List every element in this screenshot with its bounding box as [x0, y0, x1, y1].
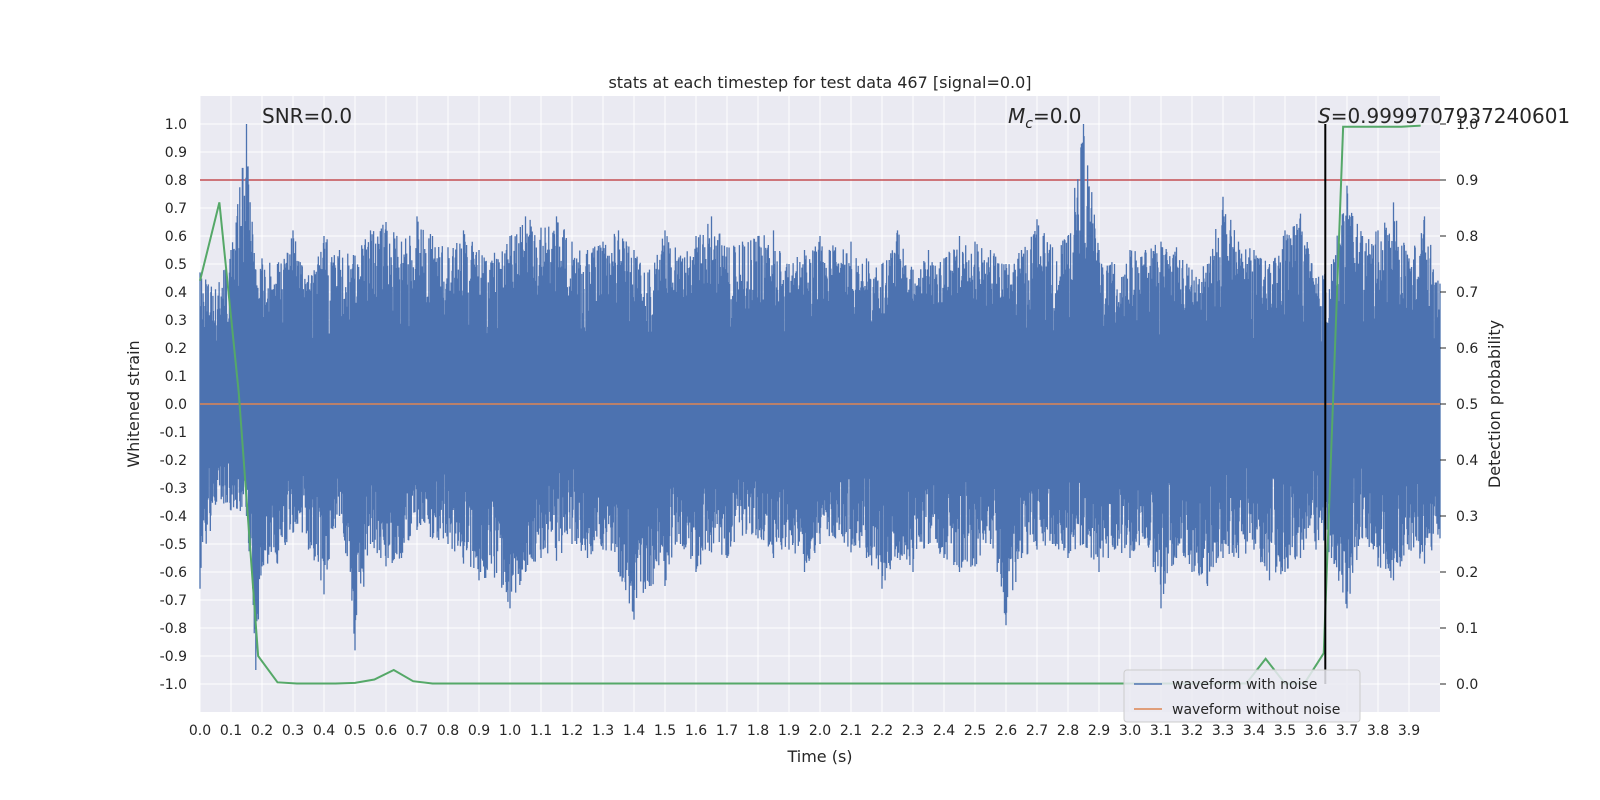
x-tick-label: 0.8 [437, 723, 459, 739]
x-tick-label: 3.6 [1305, 723, 1327, 739]
y-tick-label: 1.0 [165, 117, 187, 133]
y-tick-label: -0.6 [160, 565, 187, 581]
x-tick-label: 2.0 [809, 723, 831, 739]
right-tick-label: 0.3 [1456, 509, 1478, 525]
x-tick-label: 2.4 [933, 723, 955, 739]
snr-annotation: SNR=0.0 [262, 104, 352, 128]
x-tick-label: 3.5 [1274, 723, 1296, 739]
y-tick-label: -0.7 [160, 593, 187, 609]
series-waveform-with-noise [199, 124, 1441, 670]
right-axis-ticks: 1.0 0.9 0.8 0.7 0.6 0.5 0.4 0.3 0.2 0.1 0.0 [1440, 117, 1478, 693]
x-tick-label: 1.7 [716, 723, 738, 739]
mc-value: =0.0 [1033, 104, 1082, 128]
y-tick-label: 0.2 [165, 341, 187, 357]
y-tick-label: -0.3 [160, 481, 187, 497]
x-tick-label: 3.8 [1367, 723, 1389, 739]
x-tick-label: 3.4 [1243, 723, 1265, 739]
y-tick-label: -0.9 [160, 649, 187, 665]
x-tick-label: 1.5 [654, 723, 676, 739]
y-tick-label: 0.7 [165, 201, 187, 217]
x-tick-label: 2.6 [995, 723, 1017, 739]
x-tick-label: 0.3 [282, 723, 304, 739]
s-symbol: S [1318, 104, 1331, 128]
x-tick-label: 1.8 [747, 723, 769, 739]
x-tick-label: 3.3 [1212, 723, 1234, 739]
legend: waveform with noise waveform without noi… [1123, 669, 1361, 723]
x-tick-label: 0.2 [251, 723, 273, 739]
x-tick-label: 1.1 [530, 723, 552, 739]
x-tick-label: 3.7 [1336, 723, 1358, 739]
right-tick-label: 0.4 [1456, 453, 1478, 469]
y-tick-label: 0.1 [165, 369, 187, 385]
y-axis-label: Whitened strain [124, 340, 143, 467]
legend-label-waveform-without-noise: waveform without noise [1172, 702, 1340, 718]
y-tick-label: -1.0 [160, 677, 187, 693]
right-tick-label: 0.7 [1456, 285, 1478, 301]
s-annotation: S=0.9999707937240601 [1318, 104, 1570, 128]
mc-annotation: Mc=0.0 [1008, 104, 1082, 132]
x-tick-label: 1.6 [685, 723, 707, 739]
y-axis-ticks: 1.0 0.9 0.8 0.7 0.6 0.5 0.4 0.3 0.2 0.1 0.0 -0.1 -0.… [160, 117, 187, 693]
x-tick-label: 0.5 [344, 723, 366, 739]
chart-title: stats at each timestep for test data 467… [608, 73, 1031, 92]
y-tick-label: 0.4 [165, 285, 187, 301]
y-tick-label: 0.6 [165, 229, 187, 245]
x-tick-label: 1.2 [561, 723, 583, 739]
right-tick-label: 0.9 [1456, 173, 1478, 189]
x-tick-label: 0.7 [406, 723, 428, 739]
y-tick-label: 0.0 [165, 397, 187, 413]
x-tick-label: 2.7 [1026, 723, 1048, 739]
x-tick-label: 2.8 [1057, 723, 1079, 739]
x-tick-label: 0.9 [468, 723, 490, 739]
x-tick-label: 2.5 [964, 723, 986, 739]
x-tick-label: 1.4 [623, 723, 645, 739]
x-tick-label: 2.2 [871, 723, 893, 739]
right-tick-label: 0.6 [1456, 341, 1478, 357]
x-tick-label: 3.0 [1119, 723, 1141, 739]
x-tick-label: 0.0 [189, 723, 211, 739]
x-tick-label: 3.1 [1150, 723, 1172, 739]
x-tick-label: 0.1 [220, 723, 242, 739]
y-tick-label: -0.1 [160, 425, 187, 441]
s-value: =0.9999707937240601 [1331, 104, 1570, 128]
right-axis-label: Detection probability [1485, 320, 1504, 488]
x-tick-label: 2.3 [902, 723, 924, 739]
x-tick-label: 2.9 [1088, 723, 1110, 739]
x-tick-label: 1.0 [499, 723, 521, 739]
right-tick-label: 0.8 [1456, 229, 1478, 245]
y-tick-label: -0.2 [160, 453, 187, 469]
y-tick-label: 0.9 [165, 145, 187, 161]
right-tick-label: 0.5 [1456, 397, 1478, 413]
right-tick-label: 0.1 [1456, 621, 1478, 637]
x-tick-label: 3.2 [1181, 723, 1203, 739]
right-tick-label: 1.0 [1456, 117, 1478, 133]
mc-subscript: c [1025, 116, 1033, 132]
x-tick-label: 0.6 [375, 723, 397, 739]
x-tick-label: 2.1 [840, 723, 862, 739]
x-axis-ticks: 0.0 0.1 0.2 0.3 0.4 0.5 0.6 0.7 0.8 0.9 1.0 1.1 1.2 1… [189, 723, 1420, 739]
y-tick-label: 0.3 [165, 313, 187, 329]
x-tick-label: 3.9 [1398, 723, 1420, 739]
y-tick-label: -0.4 [160, 509, 187, 525]
y-tick-label: 0.8 [165, 173, 187, 189]
right-tick-label: 0.0 [1456, 677, 1478, 693]
x-axis-label: Time (s) [786, 747, 852, 766]
x-tick-label: 1.9 [778, 723, 800, 739]
x-tick-label: 1.3 [592, 723, 614, 739]
y-tick-label: -0.5 [160, 537, 187, 553]
right-tick-label: 0.2 [1456, 565, 1478, 581]
y-tick-label: -0.8 [160, 621, 187, 637]
x-tick-label: 0.4 [313, 723, 335, 739]
mc-symbol: M [1008, 104, 1025, 128]
legend-label-waveform-with-noise: waveform with noise [1172, 677, 1317, 693]
legend-box [1123, 669, 1361, 723]
y-tick-label: 0.5 [165, 257, 187, 273]
